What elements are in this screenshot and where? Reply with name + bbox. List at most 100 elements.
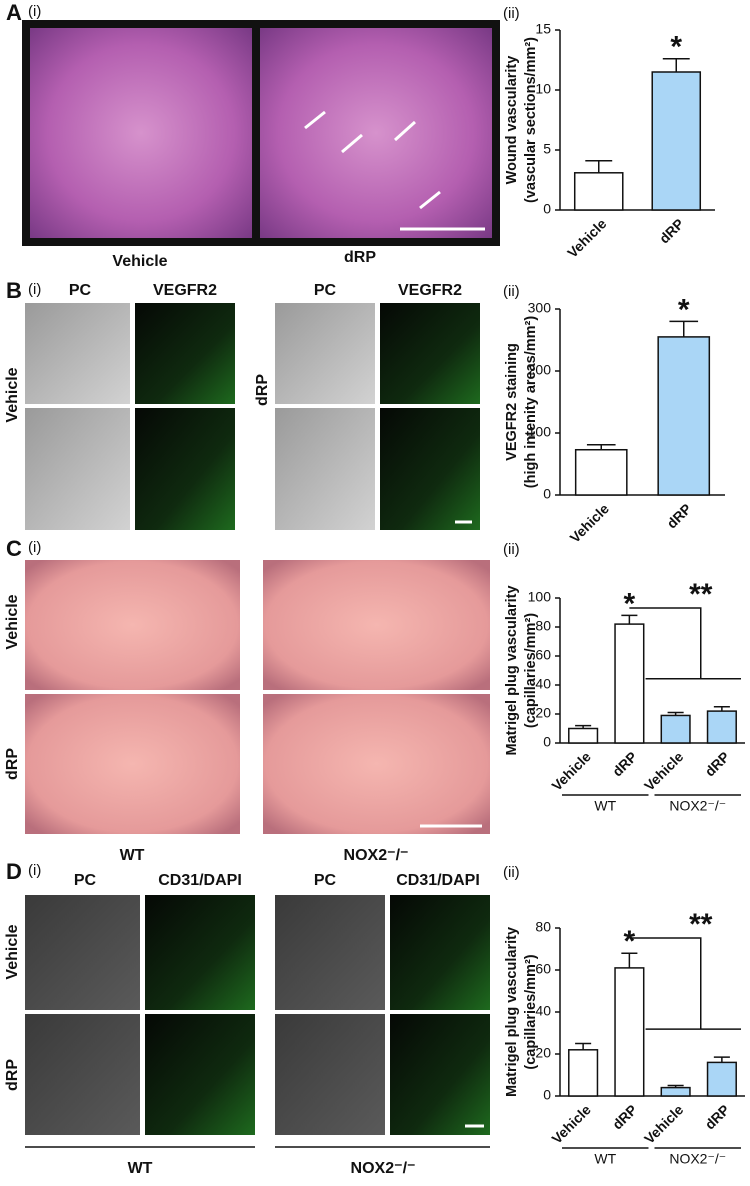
panel-sub: (ii) bbox=[503, 5, 520, 22]
error-bar bbox=[621, 614, 638, 625]
y-axis-label: (high intenity areas/mm²) bbox=[523, 316, 539, 489]
column-label: PC bbox=[314, 282, 337, 299]
bar bbox=[657, 336, 711, 496]
x-tick-label: dRP bbox=[609, 748, 640, 779]
x-tick-label: dRP bbox=[702, 748, 733, 779]
panel-letter: D bbox=[6, 859, 22, 884]
bar bbox=[651, 71, 702, 211]
panel-sub: (ii) bbox=[503, 283, 520, 300]
error-bar bbox=[667, 711, 684, 716]
bar bbox=[568, 727, 599, 744]
y-tick-label: 40 bbox=[535, 1003, 551, 1019]
micrograph bbox=[145, 1014, 255, 1135]
bar bbox=[660, 714, 691, 744]
micrograph bbox=[390, 1014, 490, 1135]
micrograph bbox=[263, 694, 490, 834]
y-tick-label: 60 bbox=[535, 961, 551, 977]
group-label: WT bbox=[128, 1160, 153, 1177]
panel-sub: (i) bbox=[28, 3, 41, 20]
y-tick-label: 80 bbox=[535, 919, 551, 935]
micrograph bbox=[380, 408, 480, 530]
significance: * bbox=[624, 587, 636, 620]
arrows bbox=[304, 110, 441, 210]
micrograph bbox=[25, 895, 140, 1010]
row-label: Vehicle bbox=[4, 367, 21, 422]
x-tick-label: Vehicle bbox=[567, 500, 613, 546]
column-label: VEGFR2 bbox=[398, 282, 462, 299]
y-tick-label: 300 bbox=[528, 300, 552, 316]
error-bar bbox=[585, 160, 613, 173]
bar bbox=[706, 1061, 737, 1097]
panel-letter: A bbox=[6, 0, 22, 25]
x-tick-label: dRP bbox=[702, 1101, 733, 1132]
group-label: WT bbox=[594, 798, 616, 814]
micrograph bbox=[145, 895, 255, 1010]
y-tick-label: 10 bbox=[535, 81, 551, 97]
y-tick-label: 20 bbox=[535, 705, 551, 721]
micrograph bbox=[263, 560, 490, 690]
y-axis-label: Matrigel plug vascularity bbox=[504, 585, 520, 755]
significance: * bbox=[678, 293, 690, 326]
bar bbox=[660, 1086, 691, 1097]
column-label: CD31/DAPI bbox=[396, 872, 480, 889]
panel-letter: C bbox=[6, 536, 22, 561]
column-label: PC bbox=[74, 872, 97, 889]
panel-sub: (i) bbox=[28, 281, 41, 298]
x-tick-label: dRP bbox=[609, 1101, 640, 1132]
error-bar bbox=[662, 58, 690, 72]
error-bar bbox=[586, 444, 616, 450]
micrograph bbox=[25, 408, 130, 530]
significance: ** bbox=[689, 908, 713, 941]
y-axis-label: (capillaries/mm²) bbox=[523, 613, 539, 728]
y-tick-label: 0 bbox=[543, 201, 551, 217]
y-tick-label: 200 bbox=[528, 362, 552, 378]
x-tick-label: dRP bbox=[663, 500, 694, 531]
bar bbox=[573, 172, 624, 211]
error-bar bbox=[713, 1056, 730, 1063]
error-bar bbox=[575, 724, 592, 729]
panel-letter: B bbox=[6, 278, 22, 303]
micrograph bbox=[135, 408, 235, 530]
y-tick-label: 100 bbox=[528, 424, 552, 440]
micrograph bbox=[25, 560, 240, 690]
y-tick-label: 0 bbox=[543, 734, 551, 750]
micrograph bbox=[135, 303, 235, 404]
image-label: dRP bbox=[344, 249, 376, 266]
x-tick-label: Vehicle bbox=[641, 748, 687, 794]
bracket bbox=[629, 607, 702, 679]
micrograph bbox=[30, 28, 252, 238]
significance: ** bbox=[689, 578, 713, 611]
x-tick-label: Vehicle bbox=[548, 748, 594, 794]
micrograph bbox=[25, 694, 240, 834]
y-tick-label: 15 bbox=[535, 21, 551, 37]
image-label: Vehicle bbox=[112, 253, 167, 270]
group-label: NOX2⁻/⁻ bbox=[344, 847, 409, 864]
group-label: WT bbox=[594, 1151, 616, 1167]
micrograph bbox=[275, 303, 375, 404]
significance: * bbox=[624, 925, 636, 958]
micrograph bbox=[260, 28, 492, 238]
panel-sub: (ii) bbox=[503, 864, 520, 881]
y-axis-label: (capillaries/mm²) bbox=[523, 954, 539, 1069]
y-tick-label: 0 bbox=[543, 486, 551, 502]
bar bbox=[706, 710, 737, 744]
micrograph bbox=[275, 1014, 385, 1135]
x-tick-label: Vehicle bbox=[548, 1101, 594, 1147]
group-label: WT bbox=[120, 847, 145, 864]
group-label: NOX2⁻/⁻ bbox=[669, 1151, 726, 1167]
significance: * bbox=[670, 31, 682, 64]
column-label: PC bbox=[314, 872, 337, 889]
panel-sub: (i) bbox=[28, 862, 41, 879]
y-tick-label: 5 bbox=[543, 141, 551, 157]
micrograph bbox=[380, 303, 480, 404]
error-bar bbox=[713, 706, 730, 712]
column-label: VEGFR2 bbox=[153, 282, 217, 299]
y-tick-label: 60 bbox=[535, 647, 551, 663]
x-tick-label: Vehicle bbox=[564, 215, 610, 261]
y-tick-label: 100 bbox=[528, 589, 552, 605]
bar bbox=[568, 1049, 599, 1097]
error-bar bbox=[621, 952, 638, 968]
error-bar bbox=[669, 320, 699, 337]
bar bbox=[614, 623, 645, 744]
